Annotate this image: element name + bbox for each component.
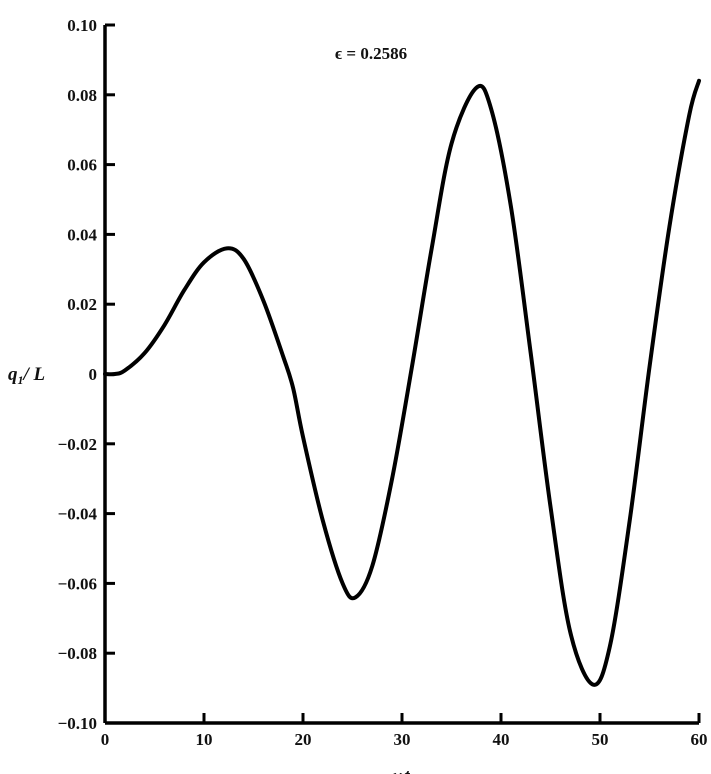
x-tick-label: 10 bbox=[196, 730, 213, 749]
y-axis-label: q1/ L bbox=[8, 364, 45, 387]
y-tick-label: 0.02 bbox=[67, 295, 97, 314]
y-label-rest: / L bbox=[22, 364, 46, 385]
annotation-epsilon: ϵ = 0.2586 bbox=[335, 44, 407, 63]
y-tick-label: −0.04 bbox=[58, 505, 98, 524]
x-tick-label: 40 bbox=[493, 730, 510, 749]
y-label-sub: 1 bbox=[18, 373, 24, 387]
y-tick-label: 0.04 bbox=[67, 225, 97, 244]
x-axis-label: ωt bbox=[390, 766, 410, 774]
axes bbox=[103, 25, 699, 725]
y-tick-label: 0.08 bbox=[67, 86, 97, 105]
y-tick-label: 0.10 bbox=[67, 16, 97, 35]
y-tick-label: −0.06 bbox=[58, 574, 97, 593]
y-tick-label: −0.02 bbox=[58, 435, 97, 454]
y-tick-label: −0.08 bbox=[58, 644, 97, 663]
x-tick-label: 0 bbox=[101, 730, 110, 749]
series-line bbox=[103, 78, 701, 687]
y-tick-label: 0 bbox=[89, 365, 98, 384]
x-tick-label: 30 bbox=[394, 730, 411, 749]
y-label-main: q bbox=[8, 364, 18, 385]
x-tick-label: 20 bbox=[295, 730, 312, 749]
y-tick-label: −0.10 bbox=[58, 714, 97, 733]
x-tick-label: 60 bbox=[691, 730, 708, 749]
y-tick-label: 0.06 bbox=[67, 156, 97, 175]
ticks: 0.10 0.08 0.06 0.04 0.02 0 −0.02 −0.04 −0.06 −0.0… bbox=[58, 16, 708, 749]
x-tick-label: 50 bbox=[592, 730, 609, 749]
